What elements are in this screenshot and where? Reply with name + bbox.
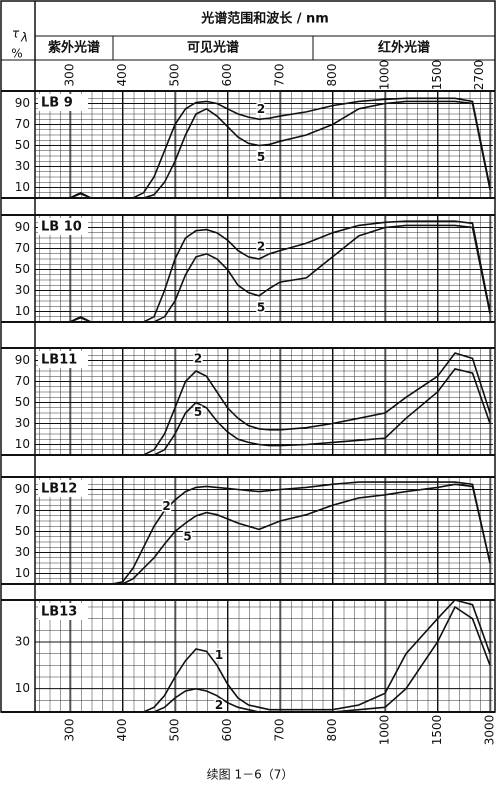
y-tick-label: 10 xyxy=(15,180,30,194)
panel-title: LB 9 xyxy=(41,96,73,111)
y-tick-label: 30 xyxy=(15,545,30,559)
curve-label: 5 xyxy=(257,150,265,164)
region-label: 紫外光谱 xyxy=(48,40,100,56)
y-tick-label: 70 xyxy=(15,241,30,255)
panel-title-bg xyxy=(38,480,88,497)
curve-label: 5 xyxy=(183,530,191,544)
y-symbol: τ xyxy=(12,27,20,41)
y-tick-label: 10 xyxy=(15,681,30,695)
panel-title-bg xyxy=(38,351,88,368)
y-tick-label: 50 xyxy=(15,262,30,276)
y-tick-label: 30 xyxy=(15,283,30,297)
panel-title-bg xyxy=(38,94,88,111)
transmittance-curve xyxy=(70,368,491,456)
top-tick-label: 2700 xyxy=(472,60,486,91)
x-tick-label: 800 xyxy=(325,719,339,742)
panel: 10 30 50 70 90 2 5 LB 10 xyxy=(1,214,495,323)
transmittance-curve xyxy=(70,481,491,585)
curve-label: 2 xyxy=(194,352,202,366)
top-tick-label: 400 xyxy=(115,64,129,87)
panel-title-bg xyxy=(38,218,88,235)
top-tick-label: 500 xyxy=(168,64,182,87)
panel-title: LB 10 xyxy=(41,220,82,235)
top-tick-label: 800 xyxy=(325,64,339,87)
y-tick-label: 70 xyxy=(15,374,30,388)
panel: 10 30 1 2 LB13 xyxy=(1,599,495,714)
y-tick-label: 50 xyxy=(15,395,30,409)
region-label: 可见光谱 xyxy=(187,40,239,56)
y-tick-label: 30 xyxy=(15,159,30,173)
y-tick-label: 90 xyxy=(15,96,30,110)
x-tick-label: 1500 xyxy=(430,715,444,746)
caption: 续图 1－6（7） xyxy=(207,768,294,782)
top-tick-label: 1000 xyxy=(378,60,392,91)
top-tick-label: 300 xyxy=(63,64,77,87)
panel-title: LB11 xyxy=(41,353,77,368)
top-tick-label: 1500 xyxy=(430,60,444,91)
y-tick-label: 50 xyxy=(15,138,30,152)
region-label: 红外光谱 xyxy=(378,40,430,56)
y-tick-label: 90 xyxy=(15,353,30,367)
transmittance-curve xyxy=(69,224,491,323)
curve-label: 2 xyxy=(257,102,265,116)
curve-label: 5 xyxy=(257,300,265,314)
curve-label: 2 xyxy=(257,240,265,254)
y-tick-label: 90 xyxy=(15,220,30,234)
panel: 10 30 50 70 90 2 5 LB11 xyxy=(1,347,495,456)
curve-label: 2 xyxy=(162,499,170,513)
y-subscript: λ xyxy=(20,31,28,45)
panel-title: LB13 xyxy=(41,605,77,620)
panel-title: LB12 xyxy=(41,482,77,497)
panel-title-bg xyxy=(38,603,88,620)
y-tick-label: 30 xyxy=(15,416,30,430)
y-tick-label: 50 xyxy=(15,524,30,538)
y-tick-label: 90 xyxy=(15,482,30,496)
transmittance-curve xyxy=(70,483,491,585)
transmittance-curve xyxy=(69,100,491,199)
x-tick-label: 1000 xyxy=(378,715,392,746)
curve-label: 1 xyxy=(215,648,223,662)
transmittance-curve xyxy=(70,605,491,713)
x-tick-label: 3000 xyxy=(483,715,497,746)
y-tick-label: 70 xyxy=(15,117,30,131)
y-tick-label: 10 xyxy=(15,566,30,580)
panel: 10 30 50 70 90 2 5 LB 9 xyxy=(1,90,495,199)
top-tick-label: 700 xyxy=(273,64,287,87)
x-tick-label: 600 xyxy=(220,719,234,742)
panel: 10 30 50 70 90 2 5 LB12 xyxy=(1,476,495,585)
header-title: 光谱范围和波长 / nm xyxy=(200,11,329,27)
top-tick-label: 600 xyxy=(220,64,234,87)
x-tick-label: 400 xyxy=(115,719,129,742)
x-tick-label: 500 xyxy=(168,719,182,742)
y-tick-label: 30 xyxy=(15,635,30,649)
x-tick-label: 700 xyxy=(273,719,287,742)
x-tick-label: 300 xyxy=(63,719,77,742)
y-unit: % xyxy=(11,47,22,61)
curve-label: 2 xyxy=(215,698,223,712)
curve-label: 5 xyxy=(194,405,202,419)
y-tick-label: 10 xyxy=(15,304,30,318)
y-tick-label: 10 xyxy=(15,437,30,451)
y-tick-label: 70 xyxy=(15,503,30,517)
